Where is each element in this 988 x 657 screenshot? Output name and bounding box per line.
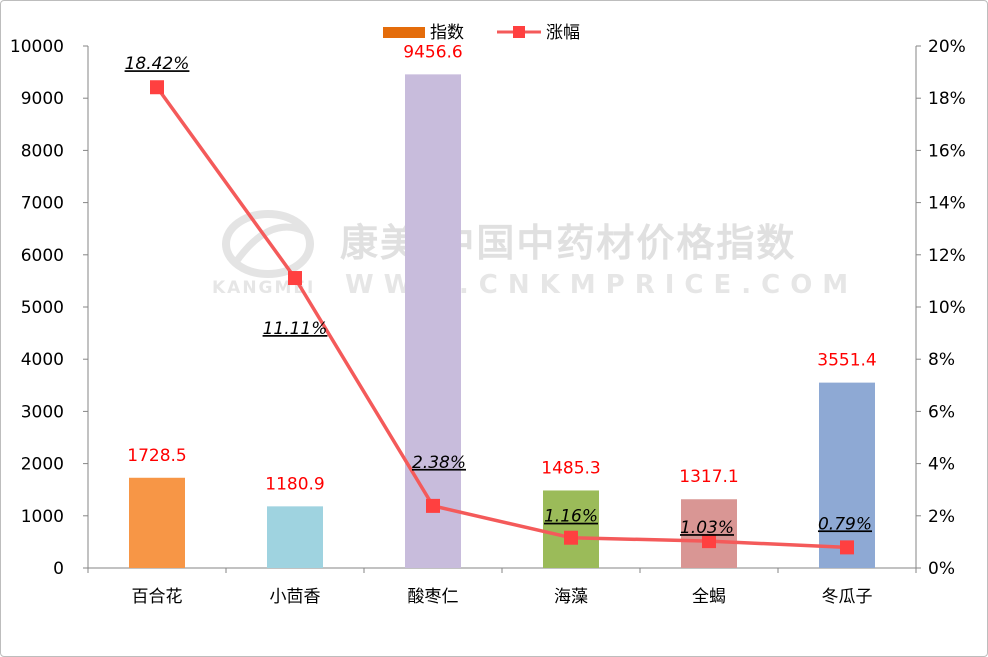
y-right-tick-label: 12% <box>928 246 966 266</box>
x-tick-label: 小茴香 <box>270 587 321 607</box>
line-value-label: 1.03% <box>680 518 734 538</box>
bar <box>819 382 875 568</box>
legend-bar-swatch <box>383 27 425 38</box>
y-right-tick-label: 20% <box>928 37 966 57</box>
legend-line-label: 涨幅 <box>546 23 580 43</box>
y-left-tick-label: 4000 <box>21 350 64 370</box>
y-left-tick-label: 3000 <box>21 402 64 422</box>
bar <box>681 499 737 568</box>
bar-value-label: 1728.5 <box>127 446 186 466</box>
legend: 指数 涨幅 <box>383 23 580 43</box>
y-right-tick-label: 0% <box>928 559 955 579</box>
y-left-tick-label: 2000 <box>21 455 64 475</box>
y-right-tick-label: 10% <box>928 298 966 318</box>
y-left-tick-label: 0 <box>53 559 64 579</box>
y-left-tick-label: 7000 <box>21 194 64 214</box>
line-point-marker <box>840 540 854 555</box>
y-left-tick-label: 9000 <box>21 89 64 109</box>
line-series <box>150 80 854 555</box>
bars <box>129 74 875 568</box>
x-tick-label: 全蝎 <box>692 587 726 607</box>
y-right-tick-label: 16% <box>928 141 966 161</box>
line-value-label: 0.79% <box>818 514 872 534</box>
legend-line-marker <box>513 26 525 38</box>
y-right-tick-label: 6% <box>928 402 955 422</box>
bar-value-label: 1180.9 <box>265 474 324 494</box>
bar <box>405 74 461 568</box>
axes: 0 1000 2000 3000 4000 5000 6000 7000 8000 9000 100… <box>10 37 966 607</box>
watermark: 康美·中国中药材价格指数 KANGMEI WWW.CNKMPRICE.COM <box>212 210 848 300</box>
bar <box>129 477 185 568</box>
bar-value-label: 1485.3 <box>541 458 600 478</box>
line-value-label: 1.16% <box>544 507 598 527</box>
line-point-marker <box>564 530 578 545</box>
y-right-tick-label: 8% <box>928 350 955 370</box>
line-point-marker <box>150 80 164 95</box>
line-point-marker <box>702 534 716 549</box>
y-left-tick-label: 1000 <box>21 507 64 527</box>
legend-bar-label: 指数 <box>430 23 464 43</box>
y-left-tick-label: 5000 <box>21 298 64 318</box>
bar-value-label: 1317.1 <box>679 467 738 487</box>
line-value-label: 18.42% <box>125 54 190 74</box>
watermark-logo-icon <box>222 210 314 278</box>
x-tick-label: 海藻 <box>554 587 588 607</box>
line-point-marker <box>426 498 440 513</box>
data-labels: 1728.5 1180.9 9456.6 1485.3 1317.1 3551.4 18.4… <box>125 42 877 538</box>
x-tick-label: 百合花 <box>132 587 183 607</box>
y-right-tick-label: 4% <box>928 455 955 475</box>
y-left-tick-label: 6000 <box>21 246 64 266</box>
y-left-tick-label: 10000 <box>10 37 64 57</box>
line-value-label: 2.38% <box>412 453 466 473</box>
bar <box>267 506 323 568</box>
x-tick-label: 酸枣仁 <box>408 587 459 607</box>
x-tick-label: 冬瓜子 <box>822 587 873 607</box>
y-right-tick-label: 14% <box>928 194 966 214</box>
line-point-marker <box>288 271 302 286</box>
bar <box>543 490 599 568</box>
y-left-tick-label: 8000 <box>21 141 64 161</box>
line-path <box>155 86 848 550</box>
line-value-label: 11.11% <box>263 319 328 339</box>
bar-value-label: 9456.6 <box>403 42 462 62</box>
y-right-tick-label: 18% <box>928 89 966 109</box>
y-right-tick-label: 2% <box>928 507 955 527</box>
bar-value-label: 3551.4 <box>817 351 876 371</box>
